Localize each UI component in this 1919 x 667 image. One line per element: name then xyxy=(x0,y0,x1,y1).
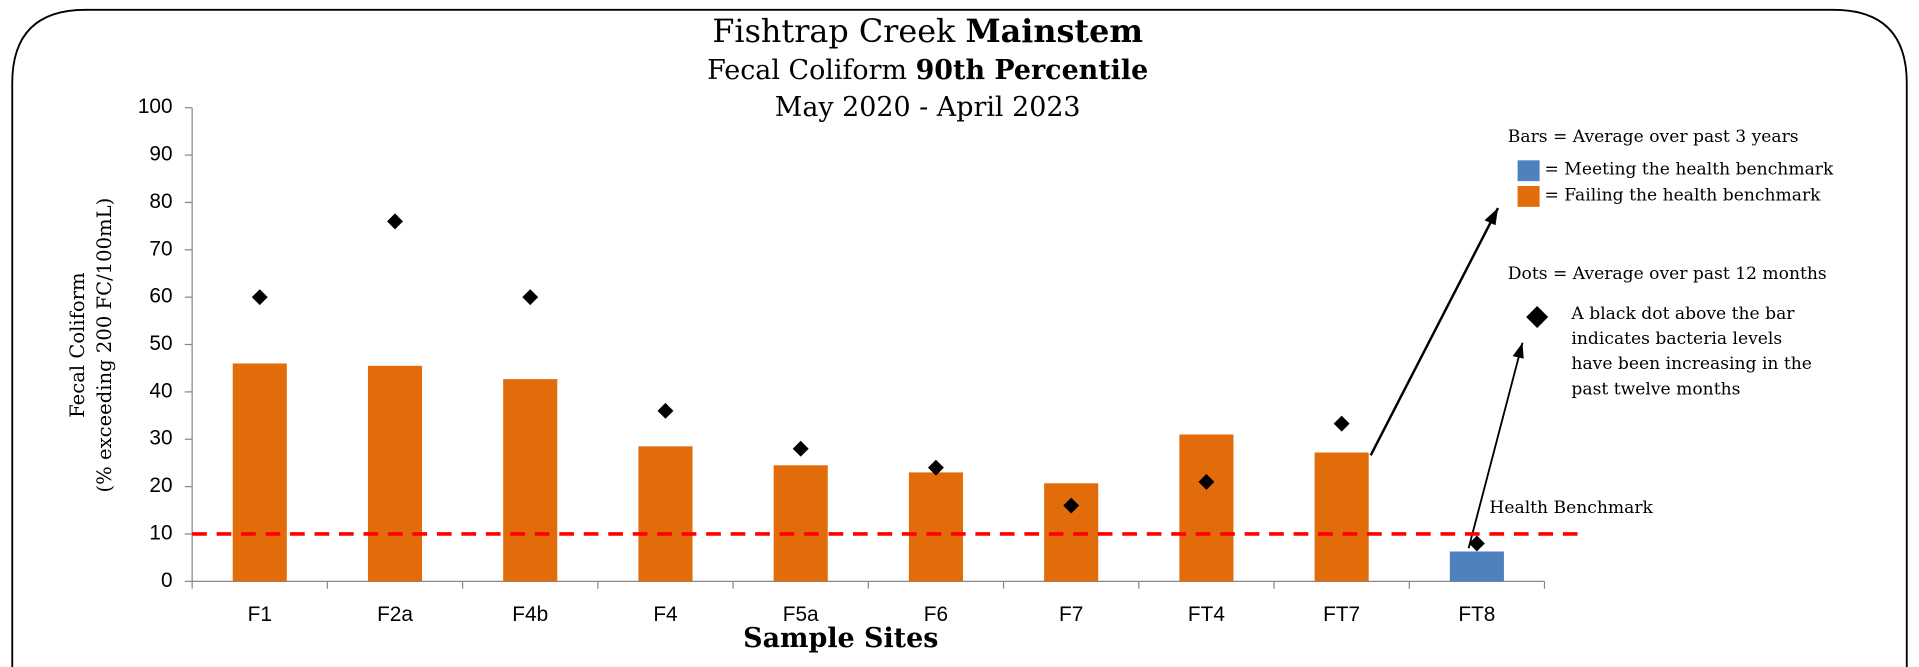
x-axis-label: Sample Sites xyxy=(743,623,938,654)
dot xyxy=(387,213,403,230)
bar xyxy=(367,365,423,582)
bar xyxy=(232,363,287,582)
arrow-head xyxy=(1512,342,1524,359)
legend-swatch xyxy=(1517,186,1540,207)
x-tick-label: F5a xyxy=(783,603,819,626)
dot xyxy=(522,289,539,306)
y-tick-label: 0 xyxy=(161,569,173,592)
x-tick-label: F2a xyxy=(377,603,413,626)
legend-heading: Bars = Average over past 3 years xyxy=(1508,127,1799,147)
dot xyxy=(1468,535,1485,552)
y-tick-label: 30 xyxy=(149,427,172,450)
y-tick-label: 60 xyxy=(149,285,172,308)
dot xyxy=(1063,497,1080,514)
chart-period: May 2020 - April 2023 xyxy=(775,92,1081,123)
benchmark-label: Health Benchmark xyxy=(1489,498,1653,518)
bar xyxy=(1179,434,1234,582)
bar xyxy=(503,379,558,582)
legend-heading: Dots = Average over past 12 months xyxy=(1508,264,1827,284)
y-tick-label: 40 xyxy=(149,379,172,402)
x-tick-label: F4 xyxy=(653,603,677,626)
x-tick-label: FT4 xyxy=(1188,603,1225,626)
arrow-head xyxy=(1484,208,1498,226)
x-tick-label: F1 xyxy=(248,603,272,626)
chart-title: Fishtrap Creek Mainstem xyxy=(712,12,1143,50)
dot-note: indicates bacteria levels xyxy=(1571,329,1782,349)
y-tick-label: 10 xyxy=(149,521,172,544)
y-tick-label: 70 xyxy=(149,237,172,260)
bar xyxy=(773,465,828,582)
dot xyxy=(1198,473,1215,490)
y-tick-label: 50 xyxy=(149,332,172,355)
bar xyxy=(908,472,963,582)
legend-swatch xyxy=(1517,160,1540,182)
y-tick-label: 20 xyxy=(149,474,172,497)
y-axis-label: Fecal Coliform xyxy=(66,272,89,418)
legend-dot xyxy=(1526,305,1549,328)
dot-note: A black dot above the bar xyxy=(1570,304,1795,324)
bar xyxy=(638,446,693,582)
y-tick-label: 80 xyxy=(149,190,172,213)
y-tick-label: 100 xyxy=(138,95,173,118)
dot xyxy=(792,440,809,457)
bar xyxy=(1314,452,1369,582)
dot xyxy=(251,289,268,306)
dot xyxy=(927,459,944,476)
x-tick-label: FT7 xyxy=(1323,603,1360,626)
frame xyxy=(11,8,1908,667)
dot xyxy=(1333,415,1350,432)
x-tick-label: F6 xyxy=(924,603,948,626)
bar xyxy=(1449,551,1504,582)
chart-subtitle: Fecal Coliform 90th Percentile xyxy=(707,55,1148,86)
x-tick-label: F7 xyxy=(1059,603,1083,626)
legend-label: = Failing the health benchmark xyxy=(1545,185,1822,205)
arrow xyxy=(1369,207,1500,456)
x-tick-label: F4b xyxy=(512,603,548,626)
legend-label: = Meeting the health benchmark xyxy=(1545,160,1834,180)
arrow xyxy=(1467,342,1524,549)
dot-note: past twelve months xyxy=(1571,379,1740,399)
x-tick-label: FT8 xyxy=(1458,603,1495,626)
y-tick-label: 90 xyxy=(149,143,172,166)
dot-note: have been increasing in the xyxy=(1571,354,1812,374)
y-axis-label: (% exceeding 200 FC/100mL) xyxy=(93,198,116,493)
dot xyxy=(657,402,674,419)
